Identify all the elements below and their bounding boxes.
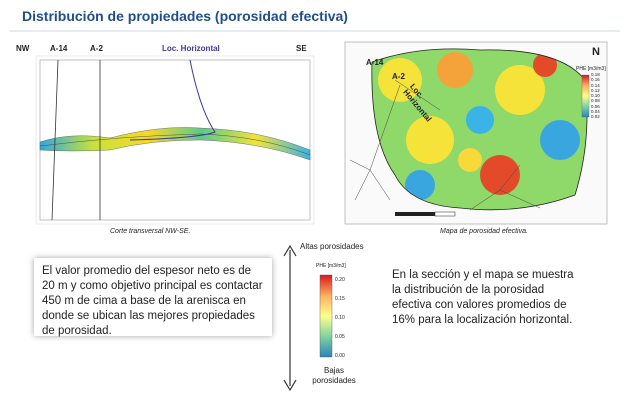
section-label: NW	[16, 44, 30, 53]
scale-tick: 0.15	[335, 296, 345, 302]
map-legend-tick: 0.12	[591, 87, 600, 93]
map-legend-tick: 0.14	[591, 82, 600, 88]
map-well: A-14	[366, 58, 384, 67]
porosity-scale	[283, 244, 333, 392]
scale-top: Altas porosidades	[300, 242, 364, 251]
map-well: A-2	[392, 72, 405, 81]
section-label: SE	[296, 44, 307, 53]
map-legend-tick: 0.06	[591, 103, 600, 109]
porosity-map	[344, 41, 608, 225]
map-legend-tick: 0.08	[591, 98, 600, 104]
scale-tick: 0.20	[335, 277, 345, 283]
map-legend-title: PHE [m3/m3]	[576, 66, 606, 72]
text-left: El valor promedio del espesor neto es de…	[34, 258, 272, 337]
scale-bottom: Bajas porosidades	[312, 366, 356, 385]
section-label: Loc. Horizontal	[162, 44, 220, 53]
north-arrow: N	[592, 46, 600, 58]
scale-tick: 0.05	[335, 334, 345, 340]
map-legend-tick: 0.04	[591, 108, 600, 114]
section-caption: Corte transversal NW-SE.	[110, 228, 191, 235]
cross-section	[35, 55, 315, 225]
scale-title: PHE [m3/m3]	[316, 263, 346, 269]
scale-tick: 0.00	[335, 353, 345, 359]
map-caption: Mapa de porosidad efectiva.	[440, 228, 528, 235]
text-right: En la sección y el mapa se muestra la di…	[384, 262, 592, 326]
map-legend-tick: 0.10	[591, 93, 600, 98]
section-label: A-2	[90, 44, 103, 53]
map-legend-tick: 0.16	[591, 77, 600, 83]
section-label: A-14	[50, 44, 68, 53]
scale-tick: 0.10	[335, 315, 345, 321]
slide-title: Distribución de propiedades (porosidad e…	[22, 8, 348, 24]
map-legend-tick: 0.02	[591, 114, 600, 119]
map-legend-tick: 0.18	[591, 72, 600, 77]
